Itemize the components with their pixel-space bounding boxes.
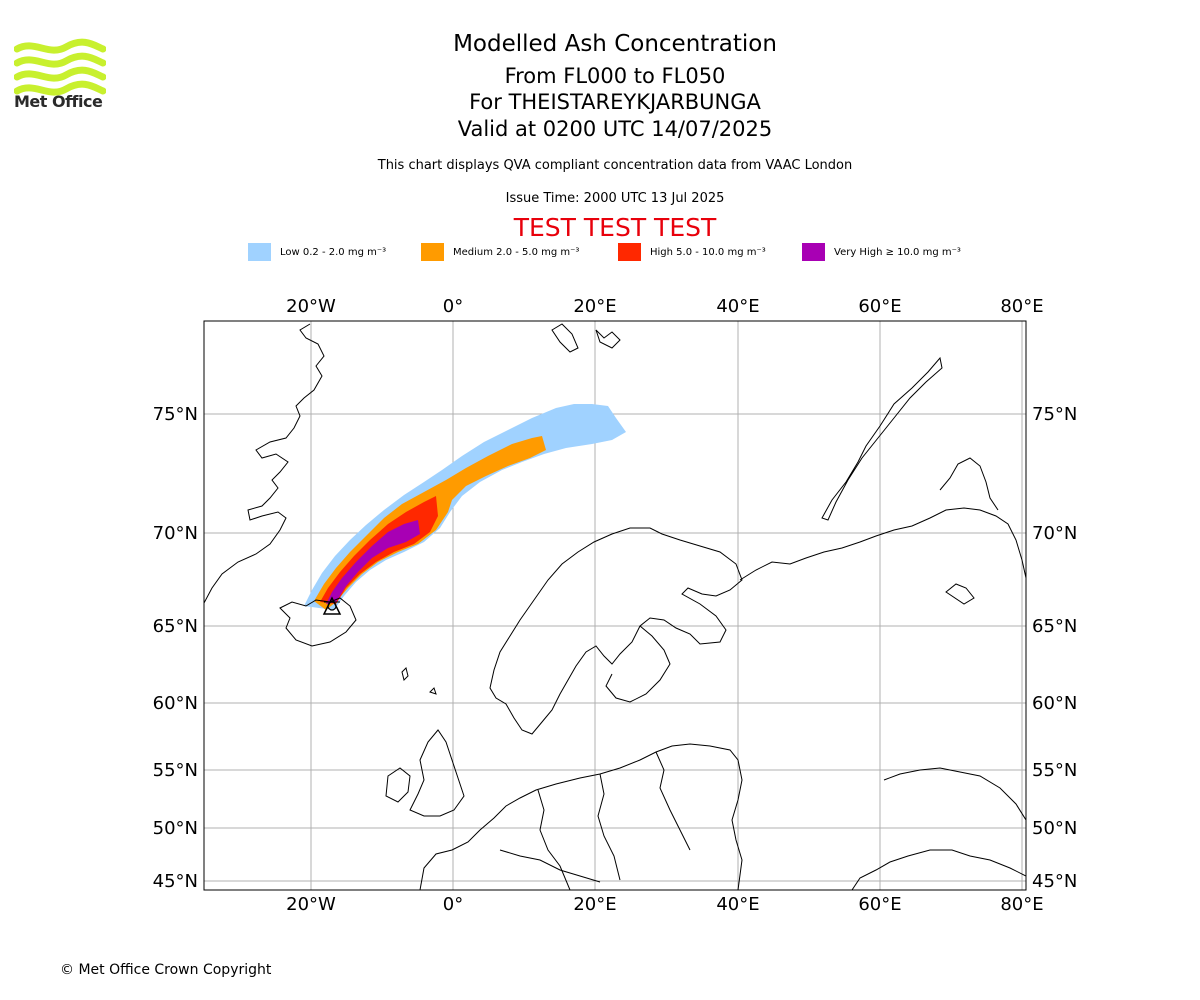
chart-title: Modelled Ash Concentration [453, 31, 777, 57]
lon-tick-top: 0° [443, 296, 463, 317]
legend-label-very-high: Very High ≥ 10.0 mg m⁻³ [834, 246, 961, 258]
lat-tick-left: 60°N [153, 693, 198, 714]
legend-item-medium: Medium 2.0 - 5.0 mg m⁻³ [421, 243, 579, 261]
ash-concentration-map: 20°W 0° 20°E 40°E 60°E 80°E 20°W 0° 20°E… [153, 296, 1078, 915]
legend-swatch-high [618, 243, 641, 261]
lat-tick-left: 65°N [153, 616, 198, 637]
lon-tick-top: 60°E [858, 296, 901, 317]
lon-tick-top: 20°W [286, 296, 336, 317]
lat-tick-right: 50°N [1032, 818, 1077, 839]
ash-very-high-region [326, 520, 420, 604]
lat-tick-right: 45°N [1032, 871, 1077, 892]
legend-swatch-low [248, 243, 271, 261]
lon-tick-bottom: 0° [443, 894, 463, 915]
legend-item-very-high: Very High ≥ 10.0 mg m⁻³ [802, 243, 961, 261]
logo-text: Met Office [14, 92, 103, 111]
lat-tick-right: 65°N [1032, 616, 1077, 637]
legend-label-low: Low 0.2 - 2.0 mg m⁻³ [280, 246, 387, 258]
legend-swatch-very-high [802, 243, 825, 261]
coastlines [204, 323, 1026, 890]
legend-item-high: High 5.0 - 10.0 mg m⁻³ [618, 243, 766, 261]
chart-description: This chart displays QVA compliant concen… [377, 158, 853, 173]
copyright-notice: © Met Office Crown Copyright [60, 962, 272, 978]
issue-time: Issue Time: 2000 UTC 13 Jul 2025 [505, 191, 725, 206]
lon-ticks-bottom: 20°W 0° 20°E 40°E 60°E 80°E [286, 894, 1043, 915]
legend-label-high: High 5.0 - 10.0 mg m⁻³ [650, 246, 766, 258]
lon-ticks-top: 20°W 0° 20°E 40°E 60°E 80°E [286, 296, 1043, 317]
lon-tick-top: 20°E [573, 296, 616, 317]
lon-tick-top: 40°E [716, 296, 759, 317]
lat-ticks-right: 75°N 70°N 65°N 60°N 55°N 50°N 45°N [1032, 404, 1077, 892]
legend-item-low: Low 0.2 - 2.0 mg m⁻³ [248, 243, 386, 261]
ash-plume [304, 404, 626, 610]
met-office-logo-icon [14, 38, 106, 96]
test-banner: TEST TEST TEST [513, 213, 717, 242]
lat-tick-right: 55°N [1032, 760, 1077, 781]
lon-tick-bottom: 60°E [858, 894, 901, 915]
lat-tick-right: 70°N [1032, 523, 1077, 544]
lat-tick-left: 50°N [153, 818, 198, 839]
lat-ticks-left: 75°N 70°N 65°N 60°N 55°N 50°N 45°N [153, 404, 198, 892]
lon-tick-bottom: 20°W [286, 894, 336, 915]
lon-tick-bottom: 20°E [573, 894, 616, 915]
lat-tick-right: 75°N [1032, 404, 1077, 425]
volcano-marker-icon [322, 596, 342, 615]
volcano-name: For THEISTAREYKJARBUNGA [469, 90, 761, 114]
lat-tick-left: 75°N [153, 404, 198, 425]
legend: Low 0.2 - 2.0 mg m⁻³ Medium 2.0 - 5.0 mg… [0, 243, 1200, 265]
lat-tick-left: 70°N [153, 523, 198, 544]
lat-tick-left: 55°N [153, 760, 198, 781]
lat-tick-left: 45°N [153, 871, 198, 892]
flight-level-range: From FL000 to FL050 [504, 64, 726, 88]
valid-time: Valid at 0200 UTC 14/07/2025 [457, 117, 773, 141]
legend-swatch-medium [421, 243, 444, 261]
lon-tick-top: 80°E [1000, 296, 1043, 317]
lon-tick-bottom: 40°E [716, 894, 759, 915]
graticule [204, 321, 1026, 890]
lat-tick-right: 60°N [1032, 693, 1077, 714]
map-frame [203, 320, 1027, 891]
lon-tick-bottom: 80°E [1000, 894, 1043, 915]
legend-label-medium: Medium 2.0 - 5.0 mg m⁻³ [453, 246, 580, 258]
